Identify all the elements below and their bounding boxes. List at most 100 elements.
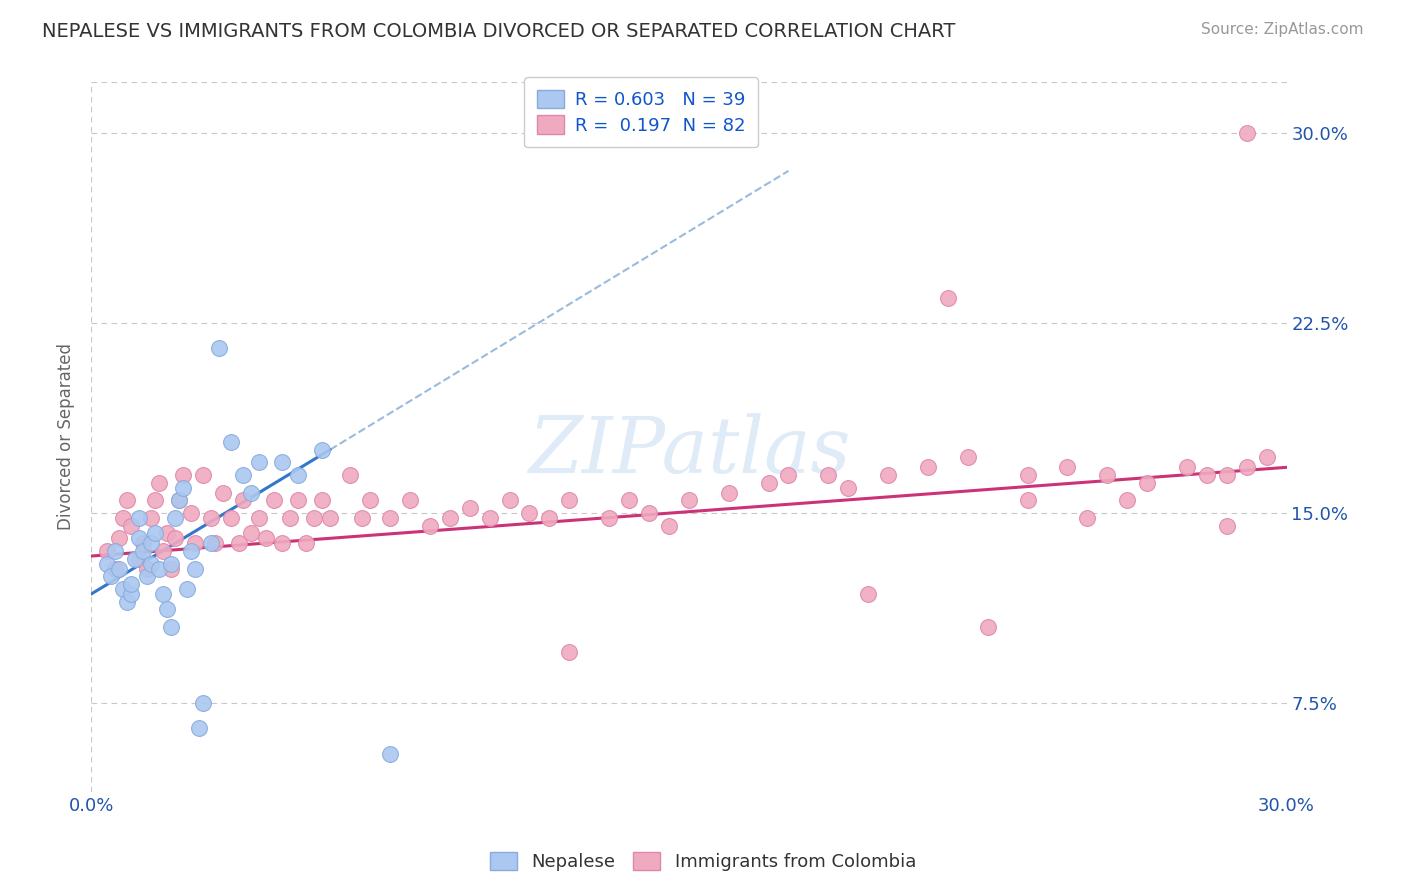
Point bbox=[856, 587, 879, 601]
Point bbox=[160, 557, 183, 571]
Point bbox=[180, 506, 202, 520]
Point bbox=[1017, 467, 1039, 482]
Point bbox=[156, 526, 179, 541]
Point bbox=[319, 511, 342, 525]
Point bbox=[558, 645, 581, 659]
Point bbox=[458, 500, 481, 515]
Point bbox=[311, 493, 333, 508]
Point bbox=[191, 467, 214, 482]
Text: Source: ZipAtlas.com: Source: ZipAtlas.com bbox=[1201, 22, 1364, 37]
Point bbox=[200, 511, 222, 525]
Point bbox=[200, 536, 222, 550]
Point bbox=[108, 562, 131, 576]
Point bbox=[263, 493, 285, 508]
Point bbox=[956, 450, 979, 465]
Point bbox=[120, 577, 142, 591]
Point bbox=[678, 493, 700, 508]
Point bbox=[256, 531, 278, 545]
Point bbox=[228, 536, 250, 550]
Point bbox=[139, 536, 162, 550]
Point bbox=[143, 493, 166, 508]
Point bbox=[219, 511, 242, 525]
Point bbox=[1116, 493, 1139, 508]
Point bbox=[96, 544, 118, 558]
Point bbox=[136, 562, 159, 576]
Point bbox=[120, 587, 142, 601]
Point bbox=[232, 493, 254, 508]
Point bbox=[120, 518, 142, 533]
Point bbox=[1136, 475, 1159, 490]
Point bbox=[163, 511, 186, 525]
Point bbox=[271, 536, 294, 550]
Point bbox=[1216, 467, 1239, 482]
Point bbox=[936, 291, 959, 305]
Point bbox=[311, 442, 333, 457]
Point bbox=[239, 526, 262, 541]
Point bbox=[219, 435, 242, 450]
Point bbox=[163, 531, 186, 545]
Point bbox=[352, 511, 374, 525]
Point bbox=[538, 511, 561, 525]
Point bbox=[156, 602, 179, 616]
Point bbox=[295, 536, 318, 550]
Point bbox=[1076, 511, 1098, 525]
Point bbox=[519, 506, 541, 520]
Point bbox=[167, 493, 190, 508]
Point bbox=[172, 481, 194, 495]
Point bbox=[439, 511, 461, 525]
Point bbox=[211, 485, 233, 500]
Point bbox=[184, 536, 207, 550]
Point bbox=[143, 526, 166, 541]
Point bbox=[152, 587, 174, 601]
Point bbox=[498, 493, 520, 508]
Point bbox=[287, 493, 309, 508]
Point bbox=[104, 562, 127, 576]
Point bbox=[184, 562, 207, 576]
Point bbox=[778, 467, 800, 482]
Point bbox=[1017, 493, 1039, 508]
Point bbox=[717, 485, 740, 500]
Point bbox=[108, 531, 131, 545]
Point bbox=[152, 544, 174, 558]
Point bbox=[148, 475, 170, 490]
Point bbox=[96, 557, 118, 571]
Point bbox=[247, 455, 270, 469]
Point bbox=[1056, 460, 1078, 475]
Point bbox=[917, 460, 939, 475]
Point bbox=[758, 475, 780, 490]
Y-axis label: Divorced or Separated: Divorced or Separated bbox=[58, 343, 75, 531]
Point bbox=[817, 467, 839, 482]
Point bbox=[378, 511, 401, 525]
Text: ZIPatlas: ZIPatlas bbox=[527, 413, 851, 490]
Point bbox=[167, 493, 190, 508]
Point bbox=[132, 536, 155, 550]
Point bbox=[187, 722, 209, 736]
Point bbox=[100, 569, 122, 583]
Point bbox=[160, 620, 183, 634]
Point bbox=[160, 562, 183, 576]
Point bbox=[139, 557, 162, 571]
Point bbox=[658, 518, 681, 533]
Point bbox=[419, 518, 441, 533]
Point bbox=[1256, 450, 1278, 465]
Point bbox=[128, 531, 150, 545]
Point bbox=[617, 493, 640, 508]
Point bbox=[399, 493, 422, 508]
Point bbox=[247, 511, 270, 525]
Point bbox=[139, 511, 162, 525]
Point bbox=[977, 620, 1000, 634]
Point bbox=[112, 582, 135, 596]
Point bbox=[172, 467, 194, 482]
Point bbox=[837, 481, 859, 495]
Point bbox=[304, 511, 326, 525]
Point bbox=[180, 544, 202, 558]
Point bbox=[239, 485, 262, 500]
Point bbox=[208, 341, 231, 355]
Point bbox=[136, 569, 159, 583]
Point bbox=[877, 467, 900, 482]
Point bbox=[378, 747, 401, 761]
Point bbox=[104, 544, 127, 558]
Point bbox=[478, 511, 501, 525]
Point bbox=[1216, 518, 1239, 533]
Point bbox=[115, 594, 138, 608]
